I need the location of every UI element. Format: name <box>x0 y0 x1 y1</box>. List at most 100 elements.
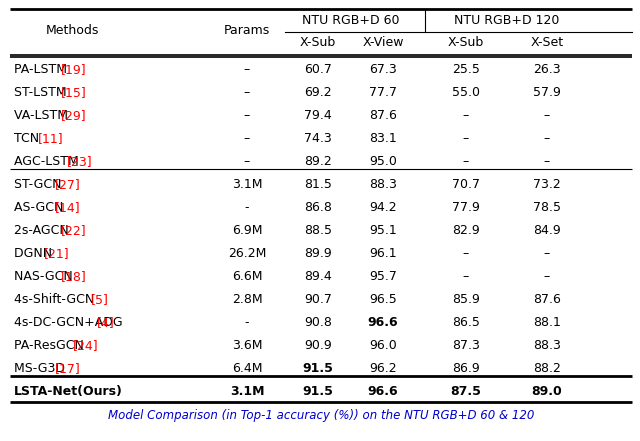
Text: X-Sub: X-Sub <box>300 37 336 49</box>
Text: 88.5: 88.5 <box>304 224 332 237</box>
Text: [11]: [11] <box>38 132 63 145</box>
Text: 6.4M: 6.4M <box>232 362 262 375</box>
Text: 96.1: 96.1 <box>369 247 397 260</box>
Text: –: – <box>544 109 550 122</box>
Text: PA-ResGCN: PA-ResGCN <box>14 339 88 352</box>
Text: [29]: [29] <box>61 109 87 122</box>
Text: [18]: [18] <box>61 270 87 283</box>
Text: ST-LSTM: ST-LSTM <box>14 86 70 99</box>
Text: 91.5: 91.5 <box>303 362 333 375</box>
Text: 3.1M: 3.1M <box>232 178 262 191</box>
Text: -: - <box>244 201 249 214</box>
Text: 91.5: 91.5 <box>303 385 333 398</box>
Text: 83.1: 83.1 <box>369 132 397 145</box>
Text: 96.2: 96.2 <box>369 362 397 375</box>
Text: 3.1M: 3.1M <box>230 385 264 398</box>
Text: 88.3: 88.3 <box>369 178 397 191</box>
Text: [5]: [5] <box>91 293 109 306</box>
Text: 94.2: 94.2 <box>369 201 397 214</box>
Text: 2.8M: 2.8M <box>232 293 262 306</box>
Text: X-View: X-View <box>362 37 404 49</box>
Text: [4]: [4] <box>97 316 115 329</box>
Text: NTU RGB+D 120: NTU RGB+D 120 <box>454 14 559 26</box>
Text: [19]: [19] <box>61 63 87 76</box>
Text: PA-LSTM: PA-LSTM <box>14 63 71 76</box>
Text: [27]: [27] <box>55 178 81 191</box>
Text: –: – <box>463 155 469 168</box>
Text: 6.9M: 6.9M <box>232 224 262 237</box>
Text: MS-G3D: MS-G3D <box>14 362 69 375</box>
Text: 26.3: 26.3 <box>533 63 561 76</box>
Text: 78.5: 78.5 <box>533 201 561 214</box>
Text: 4s-DC-GCN+ADG: 4s-DC-GCN+ADG <box>14 316 127 329</box>
Text: 96.0: 96.0 <box>369 339 397 352</box>
Text: AGC-LSTM: AGC-LSTM <box>14 155 83 168</box>
Text: X-Set: X-Set <box>531 37 564 49</box>
Text: 96.6: 96.6 <box>368 316 398 329</box>
Text: 95.0: 95.0 <box>369 155 397 168</box>
Text: LSTA-Net(Ours): LSTA-Net(Ours) <box>14 385 123 398</box>
Text: 89.2: 89.2 <box>304 155 332 168</box>
Text: 89.0: 89.0 <box>532 385 563 398</box>
Text: NAS-GCN: NAS-GCN <box>14 270 77 283</box>
Text: [15]: [15] <box>61 86 87 99</box>
Text: 4s-Shift-GCN: 4s-Shift-GCN <box>14 293 99 306</box>
Text: –: – <box>463 132 469 145</box>
Text: 57.9: 57.9 <box>533 86 561 99</box>
Text: 26.2M: 26.2M <box>228 247 266 260</box>
Text: 88.3: 88.3 <box>533 339 561 352</box>
Text: 86.5: 86.5 <box>452 316 480 329</box>
Text: 87.6: 87.6 <box>369 109 397 122</box>
Text: –: – <box>244 109 250 122</box>
Text: 96.5: 96.5 <box>369 293 397 306</box>
Text: –: – <box>544 132 550 145</box>
Text: 67.3: 67.3 <box>369 63 397 76</box>
Text: 95.1: 95.1 <box>369 224 397 237</box>
Text: 90.9: 90.9 <box>304 339 332 352</box>
Text: VA-LSTM: VA-LSTM <box>14 109 72 122</box>
Text: 69.2: 69.2 <box>304 86 332 99</box>
Text: AS-GCN: AS-GCN <box>14 201 67 214</box>
Text: 55.0: 55.0 <box>452 86 480 99</box>
Text: –: – <box>244 132 250 145</box>
Text: 70.7: 70.7 <box>452 178 480 191</box>
Text: –: – <box>244 63 250 76</box>
Text: 3.6M: 3.6M <box>232 339 262 352</box>
Text: 86.9: 86.9 <box>452 362 480 375</box>
Text: –: – <box>463 247 469 260</box>
Text: [17]: [17] <box>55 362 81 375</box>
Text: 90.7: 90.7 <box>304 293 332 306</box>
Text: [24]: [24] <box>73 339 99 352</box>
Text: 6.6M: 6.6M <box>232 270 262 283</box>
Text: 82.9: 82.9 <box>452 224 480 237</box>
Text: –: – <box>544 155 550 168</box>
Text: –: – <box>544 270 550 283</box>
Text: 77.9: 77.9 <box>452 201 480 214</box>
Text: Params: Params <box>224 25 270 37</box>
Text: 87.6: 87.6 <box>533 293 561 306</box>
Text: –: – <box>463 270 469 283</box>
Text: 88.2: 88.2 <box>533 362 561 375</box>
Text: –: – <box>463 109 469 122</box>
Text: [22]: [22] <box>61 224 87 237</box>
Text: 74.3: 74.3 <box>304 132 332 145</box>
Text: Model Comparison (in Top-1 accuracy (%)) on the NTU RGB+D 60 & 120: Model Comparison (in Top-1 accuracy (%))… <box>108 410 534 422</box>
Text: 87.3: 87.3 <box>452 339 480 352</box>
Text: 77.7: 77.7 <box>369 86 397 99</box>
Text: 2s-AGCN: 2s-AGCN <box>14 224 73 237</box>
Text: 81.5: 81.5 <box>304 178 332 191</box>
Text: 25.5: 25.5 <box>452 63 480 76</box>
Text: –: – <box>544 247 550 260</box>
Text: 89.9: 89.9 <box>304 247 332 260</box>
Text: ST-GCN: ST-GCN <box>14 178 65 191</box>
Text: 89.4: 89.4 <box>304 270 332 283</box>
Text: 96.6: 96.6 <box>368 385 398 398</box>
Text: [23]: [23] <box>67 155 93 168</box>
Text: 85.9: 85.9 <box>452 293 480 306</box>
Text: NTU RGB+D 60: NTU RGB+D 60 <box>301 14 399 26</box>
Text: 95.7: 95.7 <box>369 270 397 283</box>
Text: X-Sub: X-Sub <box>448 37 484 49</box>
Text: TCN: TCN <box>14 132 43 145</box>
Text: 73.2: 73.2 <box>533 178 561 191</box>
Text: 86.8: 86.8 <box>304 201 332 214</box>
